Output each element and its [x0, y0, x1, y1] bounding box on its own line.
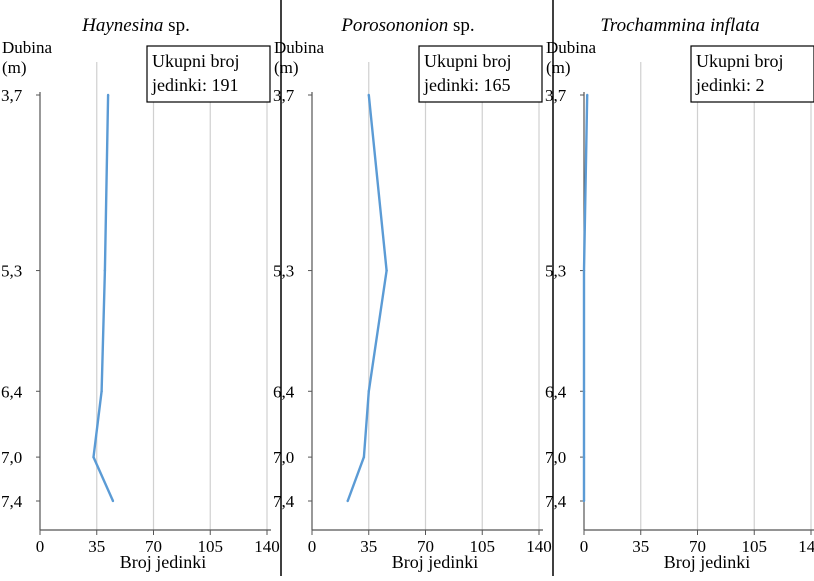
data-point-2	[582, 269, 586, 272]
y-tick-label-5: 7,4	[273, 492, 295, 511]
total-box	[146, 45, 271, 103]
total-box	[690, 45, 814, 103]
x-tick-label-0: 0	[36, 537, 45, 556]
y-tick-label-4: 7,0	[273, 448, 294, 467]
panel-title: Haynesina sp.	[81, 15, 190, 36]
x-tick-label-70: 70	[689, 537, 706, 556]
y-tick-label-5: 7,4	[545, 492, 567, 511]
x-tick-label-35: 35	[360, 537, 377, 556]
y-tick-label-3: 6,4	[273, 382, 295, 401]
y-axis-label-line-2: (m)	[2, 58, 27, 77]
y-tick-label-5: 7,4	[1, 492, 23, 511]
x-tick-label-35: 35	[632, 537, 649, 556]
y-tick-label-2: 5,3	[545, 262, 566, 281]
total-box-line-1: Ukupni broj	[424, 51, 512, 71]
x-tick-label-105: 105	[198, 537, 224, 556]
panel-title-taxon: Haynesina	[81, 15, 163, 36]
data-point-2	[385, 269, 388, 272]
data-point-1	[106, 93, 110, 97]
x-tick-label-140: 140	[526, 537, 552, 556]
x-tick-label-0: 0	[580, 537, 589, 556]
x-axis-label: Broj jedinki	[392, 552, 479, 572]
y-tick-label-1: 3,7	[1, 86, 23, 105]
x-tick-label-105: 105	[470, 537, 496, 556]
total-box-line-2: jedinki: 191	[151, 75, 239, 95]
y-axis-label-line-2: (m)	[546, 58, 571, 77]
y-tick-label-3: 6,4	[1, 382, 23, 401]
panel-title: Porosononion sp.	[340, 15, 474, 36]
x-tick-label-105: 105	[742, 537, 768, 556]
x-tick-label-70: 70	[145, 537, 162, 556]
panel-title-taxon: Trochammina inflata	[600, 15, 759, 36]
x-tick-label-35: 35	[88, 537, 105, 556]
data-point-3	[367, 390, 370, 393]
data-point-4	[582, 455, 586, 459]
y-tick-label-2: 5,3	[273, 262, 294, 281]
y-axis-label-line-1: Dubina	[274, 38, 325, 57]
data-point-5	[582, 499, 586, 503]
data-point-1	[586, 93, 589, 97]
panel-1: 0 35 70 105 140 3,7 5,3 6,4 7,0 7,4 Dubina(m) Hayne…	[1, 15, 280, 572]
x-tick-label-140: 140	[254, 537, 280, 556]
data-point-4	[92, 455, 95, 459]
x-axis-label: Broj jedinki	[120, 552, 207, 572]
x-tick-label-140: 140	[798, 537, 814, 556]
data-point-2	[103, 269, 107, 272]
data-point-3	[582, 390, 586, 393]
y-tick-label-3: 6,4	[545, 382, 567, 401]
data-point-5	[346, 499, 349, 503]
y-tick-label-2: 5,3	[1, 262, 22, 281]
y-tick-label-1: 3,7	[545, 86, 567, 105]
panel-title-suffix: sp.	[163, 15, 189, 36]
y-tick-label-4: 7,0	[545, 448, 566, 467]
panel-title-taxon: Porosononion	[340, 15, 448, 36]
total-box-line-1: Ukupni broj	[152, 51, 240, 71]
data-point-1	[367, 93, 370, 97]
data-point-5	[111, 499, 115, 503]
total-box-line-2: jedinki: 2	[695, 75, 765, 95]
panel-title: Trochammina inflata	[600, 15, 759, 36]
data-point-4	[362, 455, 366, 459]
data-point-3	[100, 390, 103, 393]
total-box	[418, 45, 543, 103]
total-box-line-1: Ukupni broj	[696, 51, 784, 71]
y-axis-label-line-1: Dubina	[546, 38, 597, 57]
series-line	[346, 94, 388, 502]
panel-3: 0 35 70 105 140 3,7 5,3 6,4 7,0 7,4 Dubina(m) Troch…	[545, 15, 814, 572]
total-box-line-2: jedinki: 165	[423, 75, 511, 95]
x-tick-label-70: 70	[417, 537, 434, 556]
panel-title-suffix: sp.	[448, 15, 474, 36]
y-axis-label-line-2: (m)	[274, 58, 299, 77]
y-axis-label-line-1: Dubina	[2, 38, 53, 57]
y-tick-label-1: 3,7	[273, 86, 295, 105]
panel-2: 0 35 70 105 140 3,7 5,3 6,4 7,0 7,4 Dubina(m) Poros…	[273, 15, 552, 572]
x-tick-label-0: 0	[308, 537, 317, 556]
x-axis-label: Broj jedinki	[664, 552, 751, 572]
y-tick-label-4: 7,0	[1, 448, 22, 467]
